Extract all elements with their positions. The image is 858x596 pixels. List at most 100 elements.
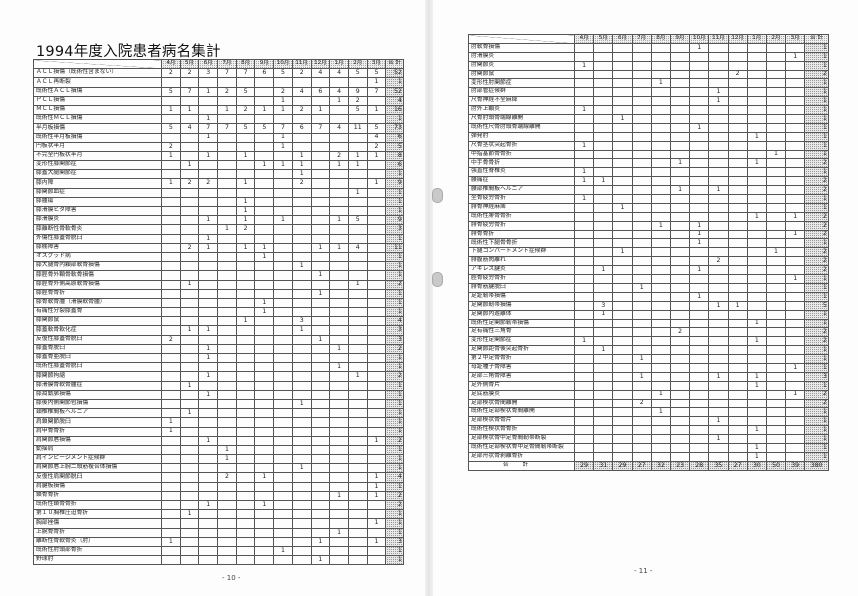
month-count xyxy=(689,442,710,453)
diagnosis-name: 強直性脊椎炎 xyxy=(468,167,575,178)
month-count: 2 xyxy=(291,104,312,116)
month-count xyxy=(273,251,293,263)
month-count xyxy=(198,555,219,566)
month-count xyxy=(217,270,237,281)
month-count xyxy=(573,51,595,62)
month-count xyxy=(179,545,200,557)
month-count xyxy=(161,77,181,88)
month-count xyxy=(573,220,595,231)
row-total: 2 xyxy=(804,247,829,258)
month-count: 2 xyxy=(179,242,200,253)
month-count xyxy=(179,454,200,465)
month-count xyxy=(785,442,806,453)
table-row: 第１０胸椎圧迫骨折 1 1 xyxy=(33,509,404,520)
month-count xyxy=(708,318,729,329)
month-count xyxy=(179,472,200,483)
month-count xyxy=(217,545,237,557)
diagnosis-name: 肩甲骨骨折 xyxy=(33,426,162,437)
month-count xyxy=(765,105,787,116)
month-count xyxy=(179,527,200,538)
month-count: 3 xyxy=(198,68,219,79)
month-count xyxy=(573,149,595,160)
month-count xyxy=(273,150,293,162)
month-count xyxy=(273,398,293,410)
month-count xyxy=(366,463,387,474)
month-count xyxy=(689,247,710,258)
month-count xyxy=(329,334,349,345)
month-count: 7 xyxy=(366,86,387,97)
month-count xyxy=(631,425,652,436)
month-count xyxy=(235,518,256,529)
month-count: 1 xyxy=(161,536,181,547)
month-count xyxy=(198,224,219,235)
month-count: 1 xyxy=(650,78,671,89)
month-count xyxy=(573,131,595,142)
month-count: 1 xyxy=(310,270,331,281)
row-total: 1 xyxy=(385,352,404,364)
month-count: 7 xyxy=(217,123,237,134)
month-count xyxy=(310,444,331,456)
month-count xyxy=(273,417,293,428)
month-count xyxy=(612,416,633,427)
month-count xyxy=(746,96,767,107)
month-count xyxy=(273,169,293,180)
month-count xyxy=(612,282,633,293)
header-month: 7月 xyxy=(631,34,652,44)
month-count xyxy=(366,426,387,437)
month-count xyxy=(650,434,671,444)
month-count xyxy=(727,362,748,373)
month-count: 1 xyxy=(217,224,237,235)
month-count xyxy=(179,141,200,152)
diagnosis-name: 膝後内側関節包損傷 xyxy=(33,398,162,410)
month-count xyxy=(235,408,256,419)
row-total: 1 xyxy=(385,297,404,309)
month-count: 1 xyxy=(746,380,767,391)
diagnosis-name: 半月板損傷 xyxy=(33,123,162,134)
month-count xyxy=(273,343,293,355)
month-count: 1 xyxy=(708,185,729,196)
month-count xyxy=(669,194,691,204)
month-count xyxy=(310,251,331,263)
month-count xyxy=(161,490,181,502)
month-count xyxy=(573,229,595,240)
month-count xyxy=(708,398,729,409)
month-count xyxy=(650,238,671,249)
row-total: 2 xyxy=(804,220,829,231)
month-count xyxy=(593,140,614,151)
row-total: 1 xyxy=(804,380,829,391)
month-count xyxy=(612,105,633,116)
month-count xyxy=(347,408,368,419)
month-count xyxy=(765,60,787,71)
month-count xyxy=(217,279,237,290)
month-count xyxy=(161,215,181,226)
diagnosis-name: 肩関節唇損傷 xyxy=(33,435,162,446)
month-count xyxy=(669,265,691,276)
row-total: 1 xyxy=(385,205,404,217)
month-count xyxy=(329,187,349,198)
month-count xyxy=(708,51,729,62)
month-count: 1 xyxy=(347,160,368,171)
table-row: 肘滑膜炎 1 1 xyxy=(468,51,829,62)
month-count xyxy=(366,389,387,400)
month-count xyxy=(161,297,181,309)
month-count xyxy=(254,141,275,152)
month-count xyxy=(593,69,614,80)
month-count xyxy=(161,261,181,272)
month-count xyxy=(198,270,219,281)
month-count xyxy=(310,362,331,373)
row-total: 3 xyxy=(385,325,404,336)
month-count xyxy=(708,238,729,249)
month-count xyxy=(235,297,256,309)
table-row: 弾発肘 1 1 xyxy=(468,131,829,142)
month-count xyxy=(254,371,275,382)
month-count xyxy=(217,555,237,566)
month-count xyxy=(631,434,652,444)
month-count xyxy=(217,307,237,318)
month-count xyxy=(785,318,806,329)
header-corner xyxy=(33,58,162,70)
table-row: 肘関節鼠 2 2 xyxy=(468,69,829,80)
month-count xyxy=(612,229,633,240)
month-count xyxy=(273,261,293,272)
month-count xyxy=(746,51,767,62)
month-count xyxy=(310,215,331,226)
